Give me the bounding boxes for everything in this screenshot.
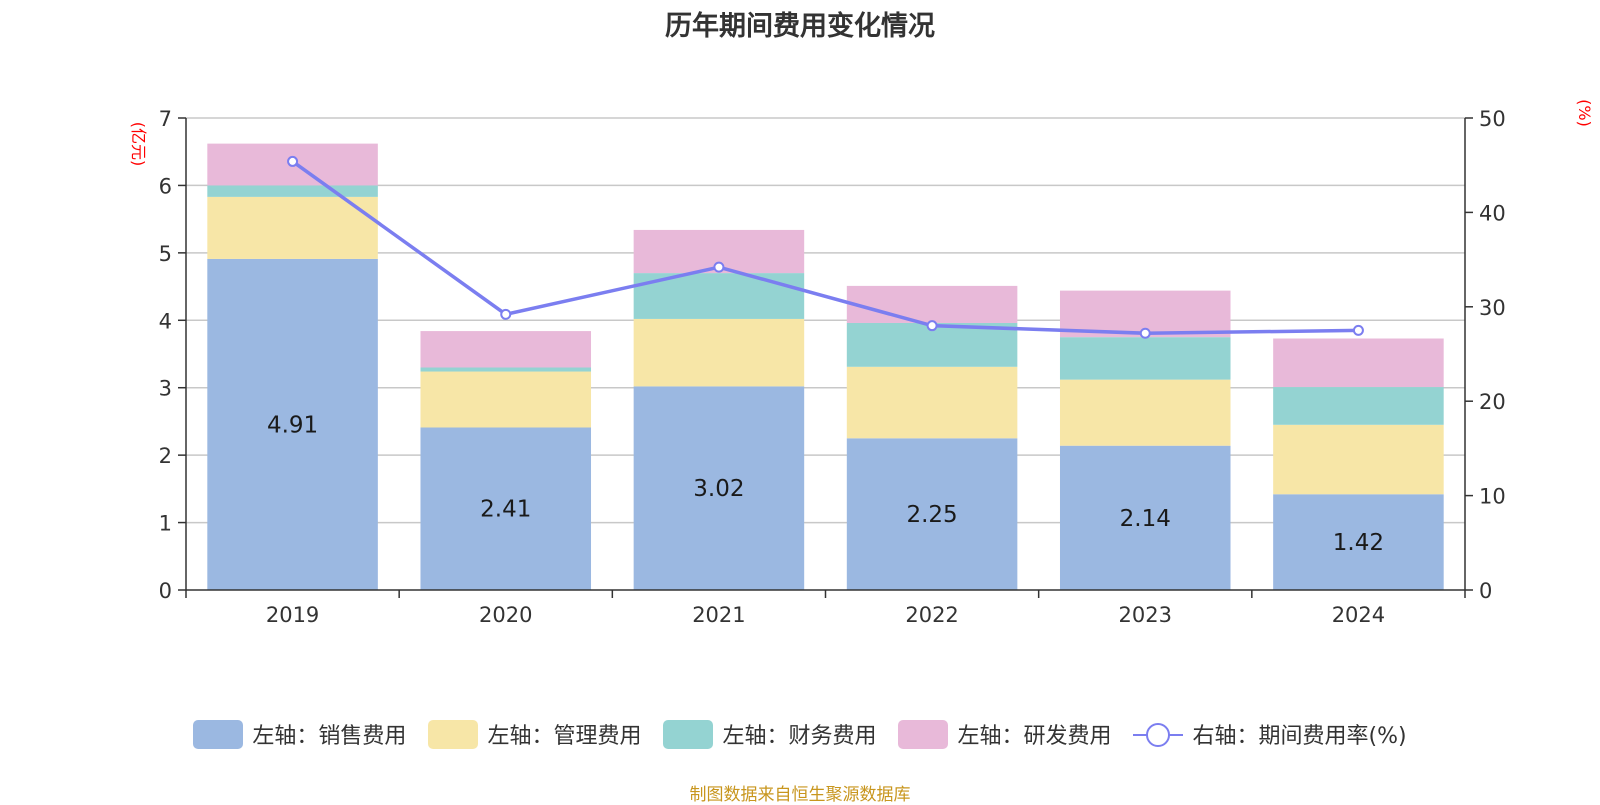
legend-item-admin[interactable]: 左轴：管理费用 [428, 718, 641, 750]
bar-admin [846, 366, 1018, 439]
right-axis-unit: (%) [1575, 99, 1594, 127]
bar-admin [633, 318, 805, 387]
bar-sales [420, 427, 592, 590]
bar-sales [1273, 494, 1444, 590]
bar-value-label: 2.14 [1120, 506, 1171, 532]
legend-label: 左轴：研发费用 [957, 724, 1112, 749]
legend-swatch [663, 719, 714, 749]
left-axis-tick-label: 0 [159, 579, 172, 603]
right-axis-tick-label: 10 [1479, 485, 1506, 509]
chart-title: 历年期间费用变化情况 [665, 11, 935, 42]
rate-line-point [1352, 324, 1364, 336]
bar-admin [207, 196, 378, 259]
rate-line-path [291, 160, 1359, 335]
left-axis-tick-label: 6 [159, 174, 172, 198]
rate-line-point [500, 308, 512, 320]
bar-sales [207, 258, 378, 590]
left-axis-tick-label: 2 [159, 444, 172, 468]
legend-line-marker-icon [1133, 720, 1184, 749]
right-axis-tick-label: 0 [1479, 579, 1492, 603]
rate-line-point [926, 320, 938, 332]
legend: 左轴：销售费用 左轴：管理费用 左轴：财务费用 左轴：研发费用 右轴：期间费用率(%) [0, 718, 1600, 750]
left-axis-tick-label: 7 [159, 107, 172, 131]
legend-label: 左轴：管理费用 [487, 724, 642, 749]
legend-item-line[interactable]: 右轴：期间费用率(%) [1133, 718, 1407, 750]
bar-admin [420, 371, 592, 428]
left-axis-tick-label: 4 [159, 309, 172, 333]
x-axis-tick-label: 2022 [905, 603, 958, 627]
data-labels: 4.91 2.41 3.02 2.25 2.14 1.42 [267, 412, 1384, 556]
rate-line-point [287, 155, 299, 167]
bars [207, 143, 1444, 590]
bar-value-label: 2.41 [480, 497, 531, 523]
bar-value-label: 1.42 [1333, 530, 1384, 556]
right-axis-tick-label: 40 [1479, 201, 1506, 225]
left-axis-tick-label: 5 [159, 242, 172, 266]
legend-item-finance[interactable]: 左轴：财务费用 [663, 718, 876, 750]
bar-sales [633, 386, 805, 590]
bar-rd [846, 285, 1018, 323]
legend-swatch [193, 719, 244, 749]
grid-lines [186, 117, 1465, 524]
bar-finance [1273, 387, 1444, 425]
bar-finance [207, 185, 378, 197]
legend-swatch [428, 719, 479, 749]
x-axis-tick-label: 2023 [1119, 603, 1172, 627]
bar-value-label: 2.25 [906, 502, 957, 528]
x-axis-tick-label: 2024 [1332, 603, 1385, 627]
axes: 0 1 2 3 4 5 6 7 0 10 20 30 40 50 (亿元) (%) 2019 2020 2021 20… [129, 99, 1594, 627]
x-axis-tick-label: 2019 [266, 603, 319, 627]
bar-admin [1059, 379, 1231, 446]
bar-rd [1273, 338, 1444, 388]
bar-sales [1059, 445, 1231, 590]
right-axis-tick-label: 50 [1479, 107, 1506, 131]
rate-line [287, 155, 1364, 339]
legend-label: 左轴：财务费用 [722, 724, 877, 749]
bar-value-label: 3.02 [693, 476, 744, 502]
legend-label: 左轴：销售费用 [252, 724, 407, 749]
bar-rd [420, 331, 592, 368]
left-axis-tick-label: 1 [159, 512, 172, 536]
bar-admin [1273, 424, 1444, 495]
right-axis-tick-label: 30 [1479, 296, 1506, 320]
x-axis-tick-label: 2021 [692, 603, 745, 627]
rate-line-point [713, 261, 725, 273]
rate-line-point [1139, 327, 1151, 339]
left-axis-tick-label: 3 [159, 377, 172, 401]
legend-label: 右轴：期间费用率(%) [1192, 724, 1407, 749]
x-axis-tick-label: 2020 [479, 603, 532, 627]
bar-finance [1059, 337, 1231, 380]
legend-item-sales[interactable]: 左轴：销售费用 [193, 718, 406, 750]
source-note: 制图数据来自恒生聚源数据库 [689, 785, 911, 805]
bar-sales [846, 438, 1018, 590]
bar-finance [420, 367, 592, 372]
bar-value-label: 4.91 [267, 412, 318, 438]
legend-item-rd[interactable]: 左轴：研发费用 [898, 718, 1111, 750]
left-axis-unit: (亿元) [129, 122, 148, 167]
legend-swatch [898, 719, 949, 749]
right-axis-tick-label: 20 [1479, 390, 1506, 414]
